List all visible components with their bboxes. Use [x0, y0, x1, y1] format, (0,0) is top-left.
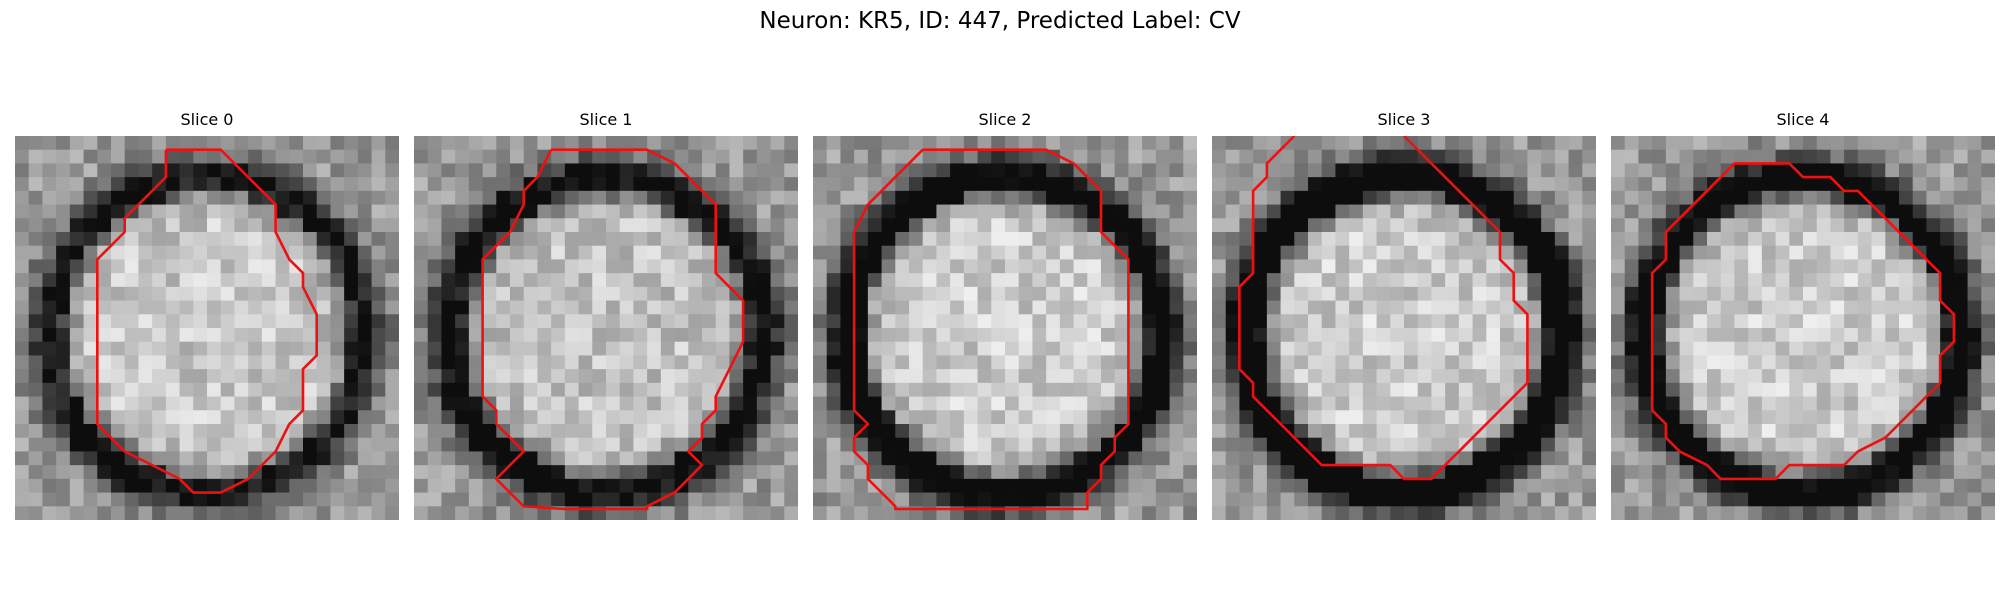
slice-image — [1611, 136, 1995, 520]
slice-panel-4: Slice 4 — [1611, 108, 1995, 520]
slice-title: Slice 0 — [180, 110, 234, 129]
contour-line — [852, 148, 1130, 511]
contour-line — [1650, 162, 1956, 481]
figure-title: Neuron: KR5, ID: 447, Predicted Label: C… — [759, 8, 1241, 34]
slice-image — [813, 136, 1197, 520]
slice-panel-0: Slice 0 — [15, 108, 399, 520]
slice-panel-2: Slice 2 — [813, 108, 1197, 520]
slice-title: Slice 3 — [1377, 110, 1431, 129]
contour-line — [481, 148, 745, 511]
contour-line — [96, 148, 319, 494]
slice-panel-3: Slice 3 — [1212, 108, 1596, 520]
slice-image — [1212, 136, 1596, 520]
slice-title: Slice 1 — [579, 110, 633, 129]
slice-title: Slice 2 — [978, 110, 1032, 129]
slice-panel-1: Slice 1 — [414, 108, 798, 520]
slice-image — [414, 136, 798, 520]
contour-line — [1238, 136, 1529, 481]
slice-image — [15, 136, 399, 520]
slice-title: Slice 4 — [1776, 110, 1830, 129]
